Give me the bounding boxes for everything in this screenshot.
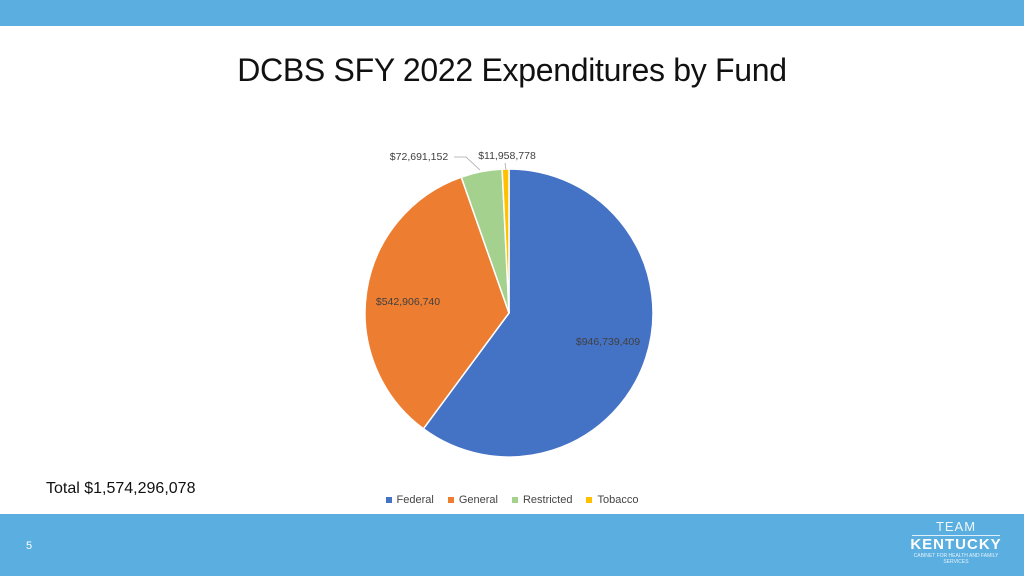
data-label-federal: $946,739,409 [576,336,640,348]
top-band [0,0,1024,26]
chart-legend: Federal General Restricted Tobacco [0,494,1024,506]
legend-item-restricted: Restricted [511,494,573,506]
logo-line-cabinet: CABINET FOR HEALTH AND FAMILY SERVICES [913,553,999,565]
pie-slice-general [364,176,510,430]
logo-rule [912,535,1000,536]
data-label-tobacco: $11,958,778 [478,150,536,162]
page-number: 5 [26,540,33,552]
legend-label-restricted: Restricted [522,494,573,506]
bottom-band [0,514,1024,576]
total-label: Total $1,574,296,078 [46,480,196,497]
legend-item-general: General [447,494,498,506]
leader-line-tobacco [504,162,507,171]
data-label-restricted: $72,691,152 [390,151,449,163]
legend-swatch-restricted [511,497,518,503]
legend-swatch-federal [385,497,392,503]
legend-item-federal: Federal [385,494,434,506]
legend-label-tobacco: Tobacco [597,494,639,506]
logo-line-team: TEAM [935,519,977,534]
legend-label-federal: Federal [396,494,434,506]
pie-slice-federal [422,168,654,458]
logo-line-kentucky: KENTUCKY [910,536,1002,553]
leader-line-restricted [454,156,481,171]
legend-label-general: General [458,494,498,506]
legend-swatch-general [447,497,454,503]
team-kentucky-logo: TEAM KENTUCKY CABINET FOR HEALTH AND FAM… [906,520,1006,572]
slide-title: DCBS SFY 2022 Expenditures by Fund [237,52,787,88]
legend-item-tobacco: Tobacco [586,494,638,506]
data-label-general: $542,906,740 [376,296,440,308]
legend-swatch-tobacco [586,497,593,503]
